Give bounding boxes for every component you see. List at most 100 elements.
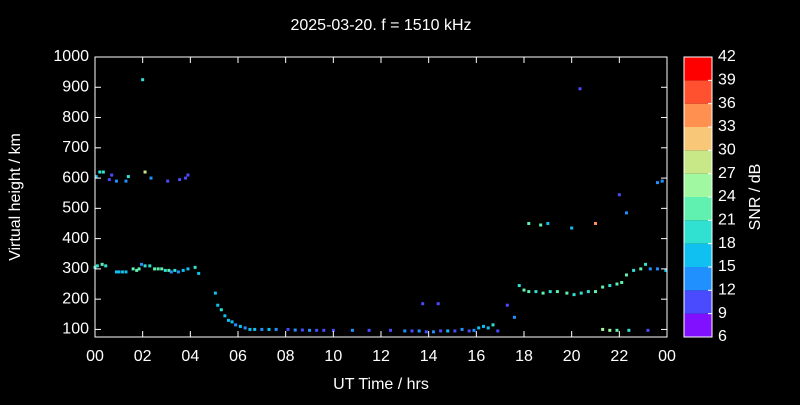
colorbar-tick-label: 36: [718, 95, 736, 112]
data-point: [124, 270, 128, 274]
data-point: [527, 221, 531, 225]
y-tick-label: 600: [62, 169, 89, 186]
colorbar-band: [684, 313, 712, 337]
x-tick-label: 02: [134, 348, 152, 365]
data-point: [460, 327, 464, 331]
data-point: [315, 328, 319, 332]
data-point: [439, 329, 443, 333]
data-point: [421, 302, 425, 306]
data-point: [620, 281, 624, 285]
data-point: [624, 211, 628, 215]
y-tick-label: 800: [62, 109, 89, 126]
y-tick-label: 100: [62, 321, 89, 338]
colorbar-tick-label: 12: [718, 282, 736, 299]
data-point: [169, 270, 173, 274]
x-tick-label: 04: [181, 348, 199, 365]
data-point: [579, 291, 583, 295]
colorbar-tick-label: 21: [718, 212, 736, 229]
data-point: [186, 267, 190, 271]
data-point: [617, 193, 621, 197]
colorbar-label: SNR / dB: [747, 164, 764, 231]
data-point: [117, 270, 121, 274]
data-point: [100, 262, 104, 266]
x-tick-label: 18: [515, 348, 533, 365]
data-point: [505, 303, 509, 307]
data-point: [512, 315, 516, 319]
data-point: [615, 282, 619, 286]
data-point: [135, 268, 139, 272]
colorbar-band: [684, 220, 712, 244]
colorbar-band: [684, 57, 712, 81]
colorbar-tick-label: 6: [718, 328, 727, 345]
data-point: [213, 291, 217, 295]
data-point: [424, 330, 428, 334]
data-point: [293, 328, 297, 332]
data-point: [253, 327, 257, 331]
y-tick-label: 700: [62, 139, 89, 156]
colorbar-band: [684, 173, 712, 197]
data-point: [131, 267, 135, 271]
data-point: [467, 329, 471, 333]
data-point: [176, 270, 180, 274]
data-point: [655, 267, 659, 271]
data-point: [639, 267, 643, 271]
data-point: [322, 328, 326, 332]
data-point: [300, 328, 304, 332]
data-point: [197, 271, 201, 275]
x-tick-label: 22: [610, 348, 628, 365]
data-point: [539, 223, 543, 227]
data-point: [403, 329, 407, 333]
data-point: [367, 328, 371, 332]
colorbar-band: [684, 267, 712, 291]
data-point: [644, 262, 648, 266]
data-point: [274, 327, 278, 331]
data-point: [267, 327, 271, 331]
data-point: [156, 267, 160, 271]
data-point: [234, 323, 238, 327]
data-point: [98, 170, 102, 174]
colorbar-tick-label: 33: [718, 118, 736, 135]
x-axis-label: UT Time / hrs: [333, 376, 429, 393]
x-tick-label: 00: [86, 348, 104, 365]
data-point: [243, 326, 247, 330]
data-point: [126, 175, 130, 179]
data-point: [104, 264, 108, 268]
colorbar-tick-label: 42: [718, 48, 736, 65]
data-point: [163, 268, 167, 272]
data-point: [110, 173, 114, 177]
data-point: [178, 178, 182, 182]
data-point: [230, 320, 234, 324]
colorbar-band: [684, 127, 712, 151]
data-point: [101, 170, 105, 174]
colorbar-tick-label: 39: [718, 72, 736, 89]
data-point: [153, 267, 157, 271]
data-point: [594, 221, 597, 225]
data-point: [124, 179, 128, 183]
data-point: [548, 290, 552, 294]
y-tick-label: 400: [62, 230, 89, 247]
x-tick-label: 00: [658, 348, 676, 365]
data-point: [308, 328, 311, 332]
data-point: [627, 328, 631, 332]
data-point: [143, 170, 147, 174]
colorbar-band: [684, 80, 712, 104]
data-point: [226, 318, 230, 322]
data-point: [286, 327, 290, 331]
y-tick-label: 500: [62, 200, 89, 217]
data-point: [517, 284, 521, 288]
data-point: [646, 328, 650, 332]
data-point: [615, 328, 619, 332]
x-tick-label: 14: [420, 348, 438, 365]
x-tick-label: 06: [229, 348, 247, 365]
data-point: [238, 324, 242, 328]
data-point: [114, 270, 118, 274]
data-point: [389, 328, 393, 332]
chart-title: 2025-03-20. f = 1510 kHz: [290, 17, 471, 34]
data-point: [166, 179, 170, 183]
y-axis-label: Virtual height / km: [7, 133, 24, 261]
data-point: [572, 293, 576, 297]
data-point: [522, 288, 526, 292]
data-point: [95, 264, 99, 268]
data-point: [555, 290, 559, 294]
